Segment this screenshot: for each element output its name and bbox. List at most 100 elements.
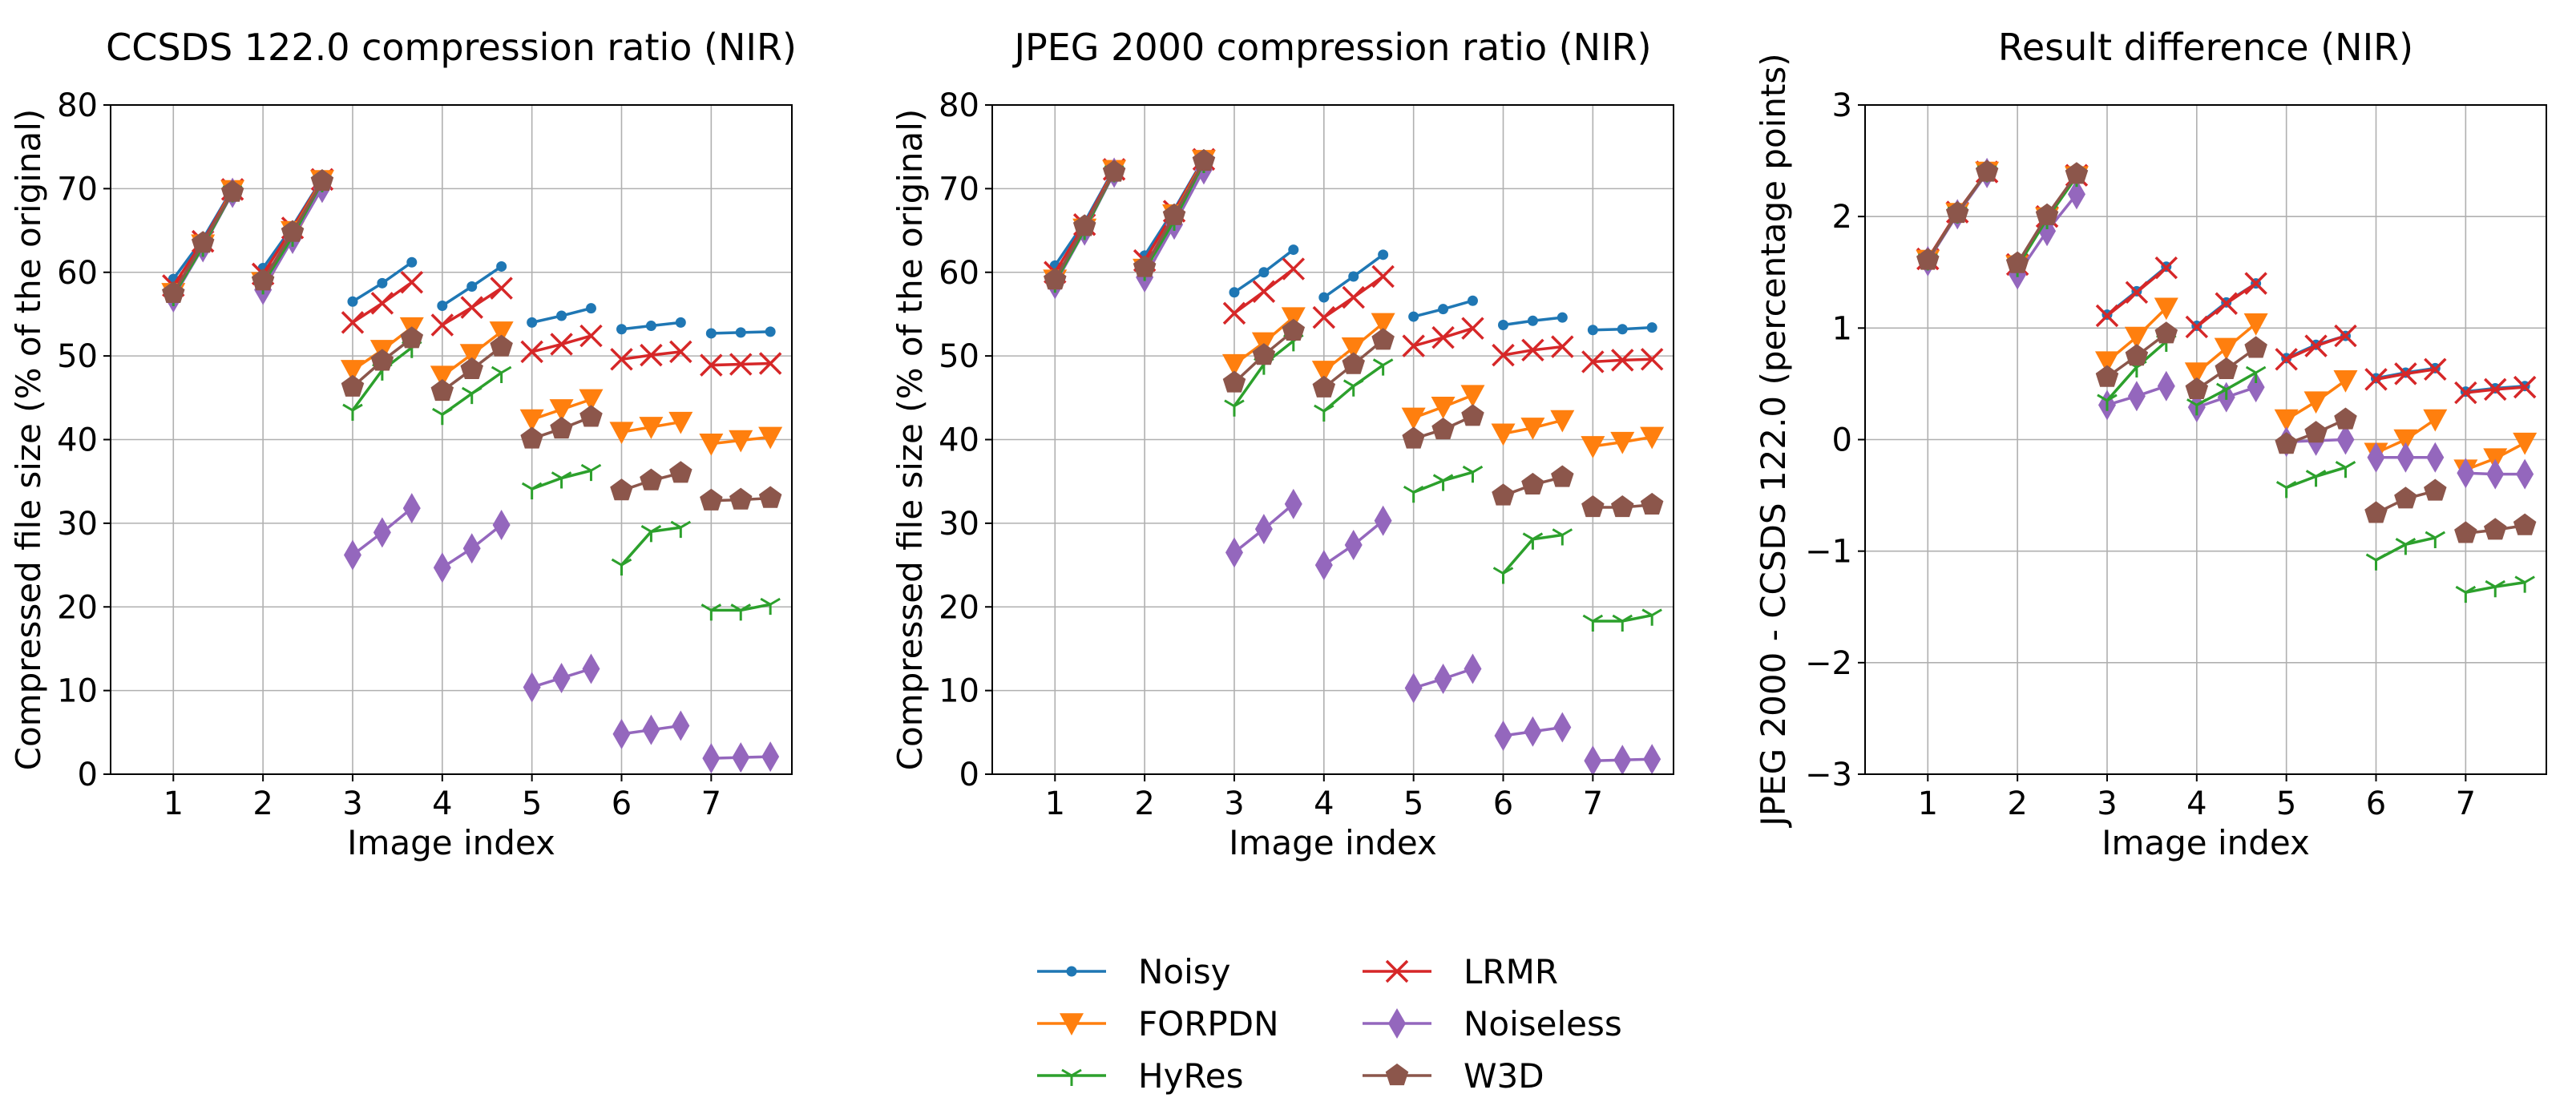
legend-item-w3d: W3D bbox=[1363, 1056, 1544, 1096]
series-noisy bbox=[168, 173, 776, 339]
data-point bbox=[701, 603, 722, 621]
y-tick-label: 10 bbox=[939, 673, 979, 710]
data-point bbox=[1520, 418, 1545, 440]
data-point bbox=[610, 348, 633, 371]
data-point bbox=[550, 333, 573, 356]
data-point bbox=[343, 539, 361, 571]
x-tick-label: 6 bbox=[2366, 785, 2386, 822]
y-tick-label: 40 bbox=[939, 422, 979, 459]
data-point bbox=[758, 486, 782, 508]
x-tick-label: 5 bbox=[2276, 785, 2296, 822]
data-point bbox=[758, 352, 782, 375]
data-point bbox=[1403, 485, 1424, 503]
data-point bbox=[459, 344, 484, 367]
data-point bbox=[2483, 518, 2507, 540]
data-point bbox=[437, 301, 448, 311]
data-point bbox=[585, 303, 596, 314]
data-point bbox=[2214, 337, 2239, 361]
data-point bbox=[1378, 249, 1389, 260]
data-point bbox=[1311, 361, 1336, 383]
data-point bbox=[2215, 382, 2237, 400]
data-point bbox=[2184, 362, 2209, 385]
data-point bbox=[1431, 325, 1455, 349]
legend-marker bbox=[1061, 1068, 1082, 1086]
data-point bbox=[612, 718, 631, 749]
legend-item-lrmr: LRMR bbox=[1363, 952, 1558, 991]
data-point bbox=[1402, 334, 1425, 357]
data-point bbox=[2485, 579, 2506, 598]
data-point bbox=[2185, 377, 2209, 400]
data-point bbox=[1438, 304, 1449, 315]
data-point bbox=[1342, 352, 1365, 374]
data-point bbox=[1641, 608, 1662, 626]
data-point bbox=[430, 313, 454, 337]
data-point bbox=[582, 653, 600, 684]
data-point bbox=[2065, 162, 2089, 184]
data-point bbox=[702, 743, 721, 774]
data-point bbox=[2035, 203, 2059, 225]
data-point bbox=[670, 520, 692, 539]
data-point bbox=[1312, 305, 1336, 329]
data-point bbox=[2396, 442, 2415, 473]
data-point bbox=[1640, 426, 1665, 450]
data-point bbox=[735, 327, 746, 338]
data-point bbox=[2244, 272, 2267, 295]
data-point bbox=[2154, 256, 2178, 280]
data-point bbox=[1492, 483, 1515, 506]
data-point bbox=[640, 468, 663, 490]
data-point bbox=[1432, 474, 1454, 491]
data-point bbox=[1408, 311, 1419, 322]
data-point bbox=[699, 433, 724, 456]
data-point bbox=[1492, 567, 1514, 584]
series-w3d bbox=[1044, 148, 1664, 518]
data-point bbox=[1582, 614, 1604, 632]
data-point bbox=[1521, 472, 1544, 494]
data-point bbox=[1916, 248, 1940, 270]
data-point bbox=[552, 662, 571, 693]
data-point bbox=[2455, 585, 2477, 603]
data-point bbox=[1553, 712, 1572, 743]
data-point bbox=[1371, 264, 1395, 289]
series-noisy bbox=[1049, 153, 1657, 336]
data-point bbox=[1975, 159, 1999, 182]
y-tick-label: 50 bbox=[939, 338, 979, 375]
data-point bbox=[406, 256, 418, 268]
data-point bbox=[2395, 538, 2417, 555]
data-point bbox=[1646, 322, 1657, 333]
legend-label: HyRes bbox=[1138, 1056, 1243, 1096]
data-point bbox=[1431, 397, 1456, 419]
data-point bbox=[642, 714, 660, 745]
data-point bbox=[2095, 304, 2119, 328]
data-point bbox=[549, 399, 574, 422]
y-tick-label: 60 bbox=[57, 255, 98, 292]
series-w3d bbox=[1916, 159, 2537, 543]
data-point bbox=[489, 321, 514, 344]
data-point bbox=[2424, 478, 2447, 501]
data-point bbox=[402, 493, 421, 524]
data-point bbox=[1374, 505, 1392, 536]
data-point bbox=[760, 597, 781, 616]
legend: Noisy FORPDN HyRes LRMR Noiseless W3D bbox=[1037, 952, 1622, 1096]
data-point bbox=[2304, 421, 2328, 443]
data-point bbox=[496, 260, 507, 272]
x-tick-label: 3 bbox=[1224, 785, 1244, 822]
data-point bbox=[520, 426, 543, 449]
chart-panel-3: 1 2 3 4 5 6 7 −3 −2 −1 0 1 2 3 Result difference (NIR)… bbox=[1754, 26, 2547, 862]
y-tick-label: 3 bbox=[1832, 87, 1852, 124]
chart-title: JPEG 2000 compression ratio (NIR) bbox=[1011, 26, 1651, 69]
data-point bbox=[2247, 372, 2265, 403]
legend-item-noiseless: Noiseless bbox=[1363, 1004, 1622, 1043]
data-point bbox=[1527, 315, 1538, 326]
data-point bbox=[2426, 442, 2445, 473]
data-point bbox=[765, 326, 776, 337]
data-point bbox=[1613, 745, 1632, 776]
data-point bbox=[1640, 492, 1664, 515]
x-tick-label: 1 bbox=[1918, 785, 1938, 822]
data-point bbox=[640, 343, 663, 367]
data-point bbox=[2124, 326, 2149, 349]
data-point bbox=[1229, 287, 1240, 298]
data-point bbox=[162, 281, 185, 303]
data-point bbox=[729, 353, 753, 376]
x-tick-label: 3 bbox=[2097, 785, 2117, 822]
